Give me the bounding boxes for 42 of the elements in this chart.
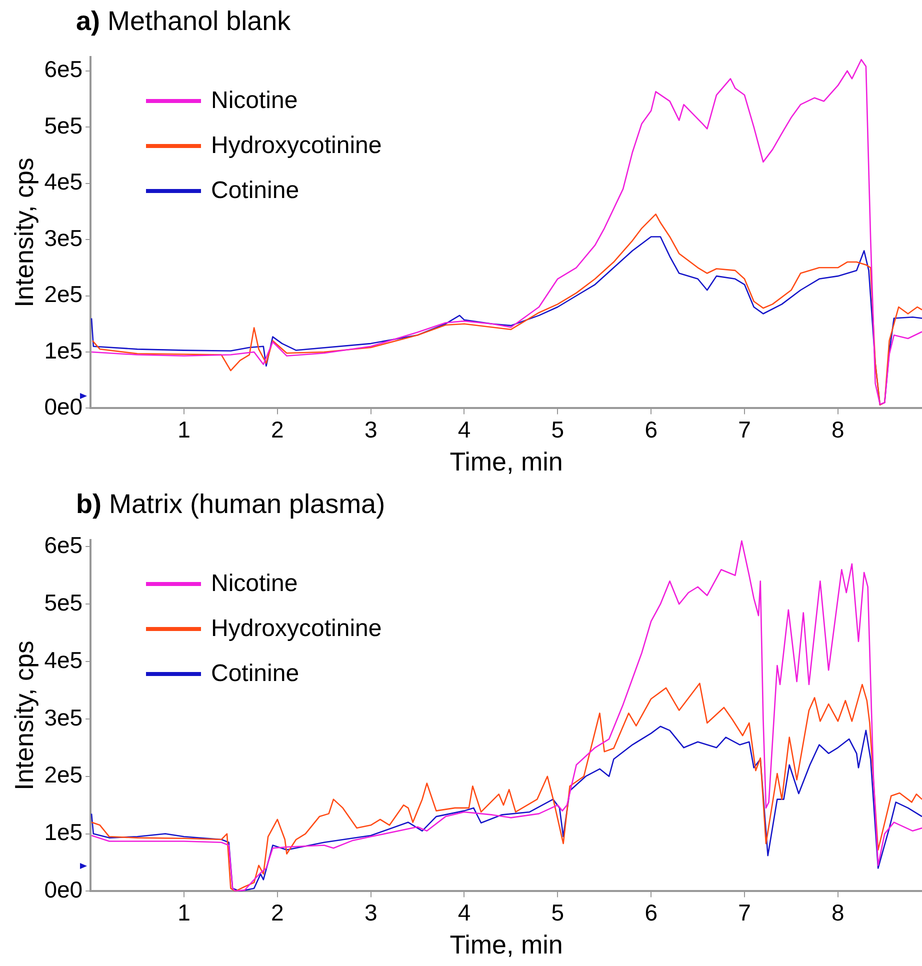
y-tick-label: 0e0 [44, 876, 83, 903]
legend-label: Nicotine [211, 86, 298, 114]
legend-label: Nicotine [211, 570, 298, 598]
y-tick-label: 1e5 [44, 337, 83, 364]
y-tick-label: 4e5 [44, 168, 83, 195]
x-tick-label: 3 [364, 416, 378, 442]
x-tick-label: 5 [551, 416, 564, 442]
x-axis-title: Time, min [450, 446, 563, 477]
x-tick-label: 8 [832, 416, 844, 442]
legend-label: Cotinine [211, 176, 300, 204]
x-tick-label: 1 [178, 899, 190, 926]
y-tick-label: 5e5 [44, 112, 83, 138]
y-tick-label: 6e5 [44, 532, 83, 558]
y-tick-label: 0e0 [44, 394, 83, 420]
y-tick-label: 3e5 [44, 224, 83, 251]
x-tick-label: 7 [738, 416, 751, 442]
x-tick-label: 8 [832, 899, 844, 926]
x-tick-label: 7 [738, 899, 751, 926]
y-tick-label: 2e5 [44, 762, 83, 788]
x-tick-label: 5 [551, 899, 564, 926]
x-tick-label: 3 [364, 899, 378, 926]
x-tick-label: 6 [644, 416, 658, 442]
y-axis-title: Intensity, cps [8, 640, 39, 790]
y-tick-label: 5e5 [44, 589, 83, 616]
legend-label: Cotinine [211, 660, 300, 688]
x-tick-label: 2 [271, 899, 284, 926]
chart-title: b) Matrix (human plasma) [76, 489, 386, 520]
x-tick-label: 2 [271, 416, 284, 442]
legend-label: Hydroxycotinine [211, 132, 382, 160]
y-tick-label: 2e5 [44, 281, 83, 308]
chart-title: a) Methanol blank [76, 6, 291, 37]
x-tick-label: 4 [458, 899, 471, 926]
x-tick-label: 4 [458, 416, 471, 442]
x-axis-title: Time, min [450, 930, 563, 960]
legend-label: Hydroxycotinine [211, 614, 382, 642]
y-tick-label: 6e5 [44, 56, 83, 82]
y-tick-label: 4e5 [44, 646, 83, 673]
x-tick-label: 6 [644, 899, 658, 926]
y-tick-label: 3e5 [44, 704, 83, 730]
x-tick-label: 1 [178, 416, 190, 442]
y-axis-title: Intensity, cps [8, 158, 39, 308]
y-tick-label: 1e5 [44, 819, 83, 846]
